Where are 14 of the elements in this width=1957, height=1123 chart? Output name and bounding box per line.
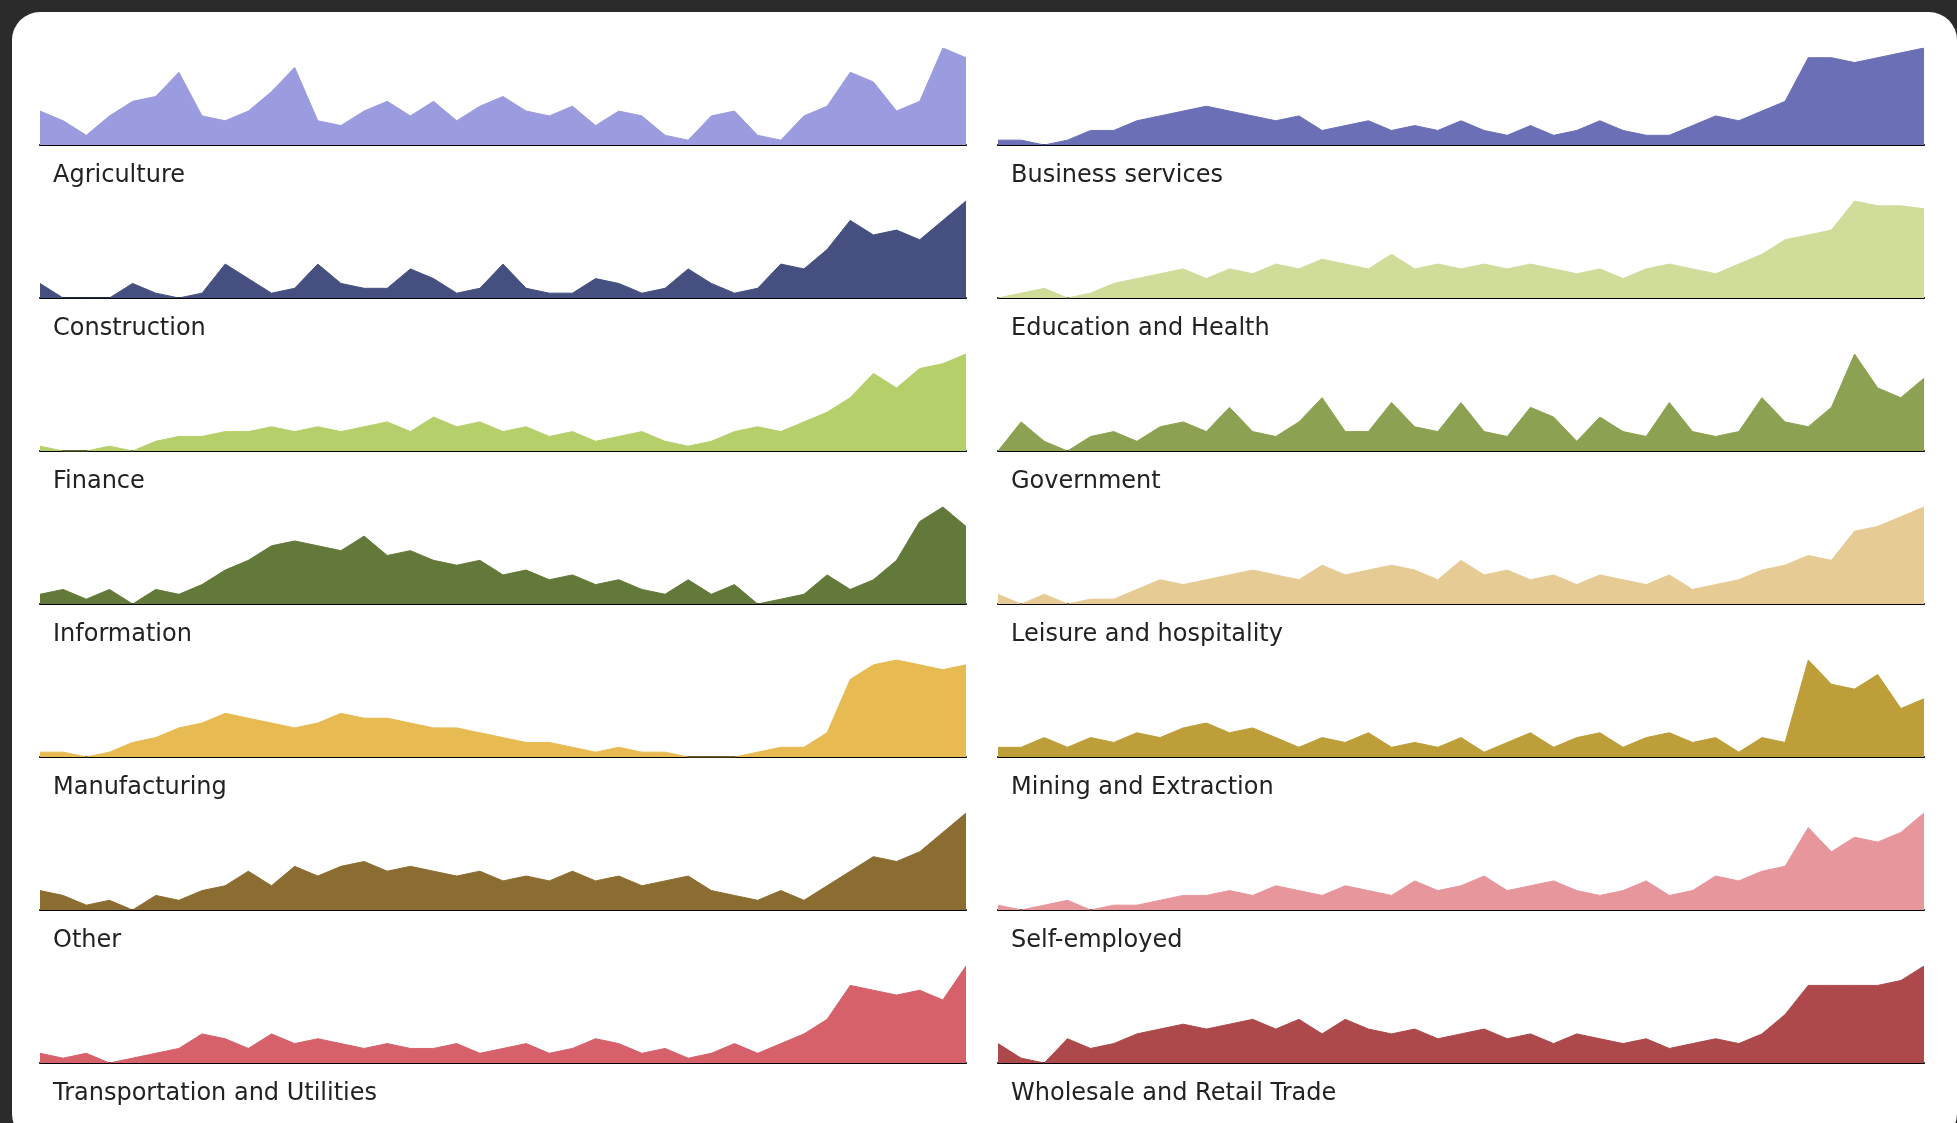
x-axis-title: Agriculture bbox=[53, 160, 185, 188]
x-axis-title: Information bbox=[53, 619, 192, 647]
x-axis-title: Leisure and hospitality bbox=[1011, 619, 1283, 647]
x-axis-title: Education and Health bbox=[1011, 313, 1270, 341]
x-axis-title: Mining and Extraction bbox=[1011, 772, 1274, 800]
x-axis-title: Finance bbox=[53, 466, 145, 494]
x-axis-title: Transportation and Utilities bbox=[52, 1078, 378, 1106]
x-axis-title: Other bbox=[53, 925, 122, 953]
x-axis-title: Wholesale and Retail Trade bbox=[1011, 1078, 1337, 1106]
x-axis-title: Business services bbox=[1011, 160, 1223, 188]
x-axis-title: Self-employed bbox=[1011, 925, 1183, 953]
x-axis-title: Government bbox=[1011, 466, 1161, 494]
x-axis-title: Manufacturing bbox=[53, 772, 227, 800]
x-axis-title: Construction bbox=[53, 313, 206, 341]
